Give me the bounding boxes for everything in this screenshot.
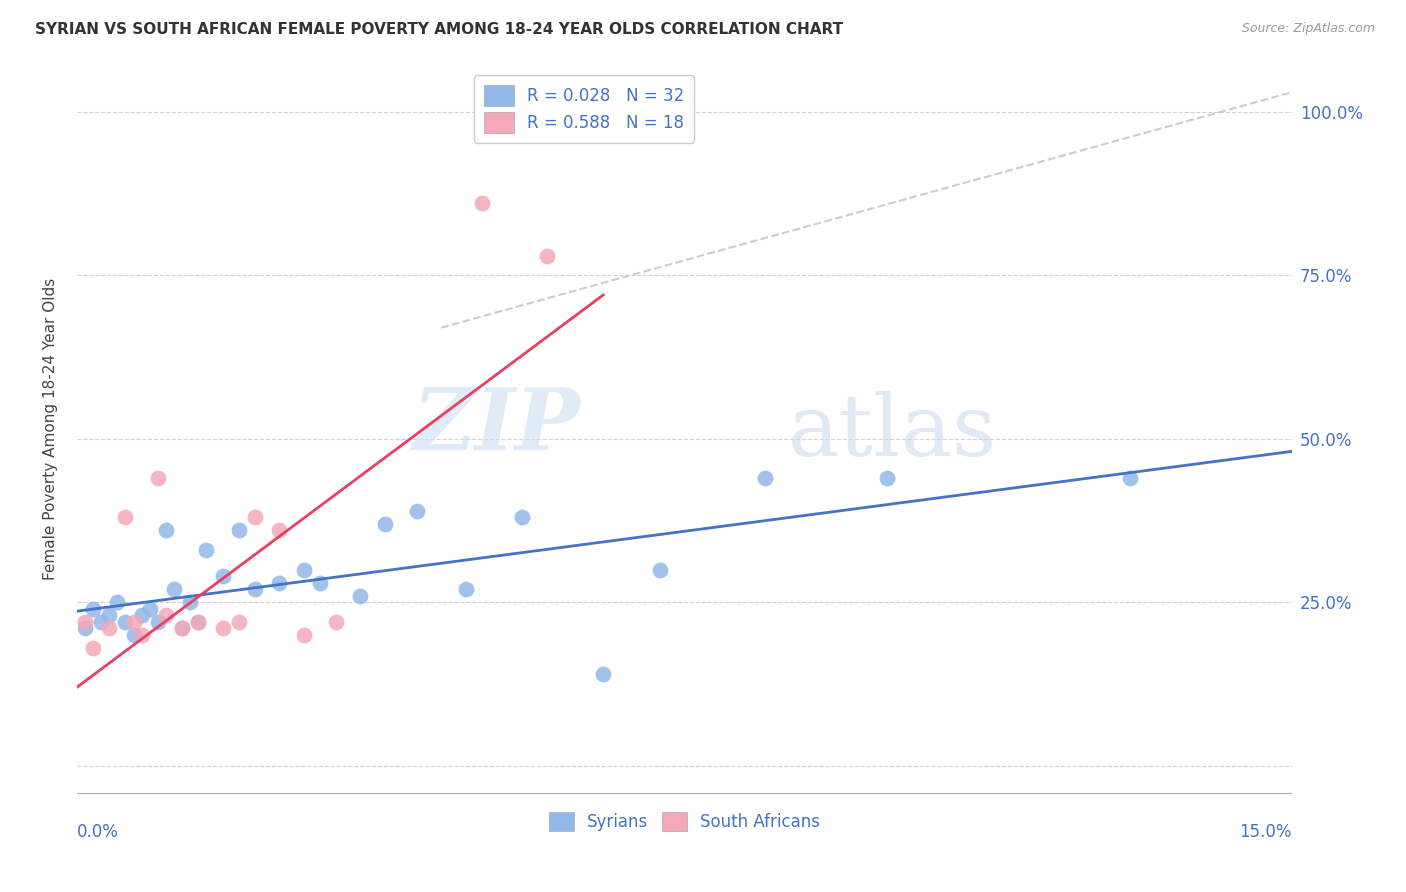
Text: 0.0%: 0.0% <box>77 823 118 841</box>
Point <box>592 667 614 681</box>
Point <box>876 471 898 485</box>
Point <box>349 589 371 603</box>
Point <box>155 524 177 538</box>
Point <box>122 628 145 642</box>
Point <box>325 615 347 629</box>
Point <box>454 582 477 597</box>
Text: ZIP: ZIP <box>413 384 581 467</box>
Point <box>228 615 250 629</box>
Point <box>292 628 315 642</box>
Point <box>536 249 558 263</box>
Point <box>243 510 266 524</box>
Point <box>73 615 96 629</box>
Point <box>131 608 153 623</box>
Point <box>139 602 162 616</box>
Point <box>82 641 104 656</box>
Point <box>269 524 291 538</box>
Point <box>1118 471 1140 485</box>
Text: 15.0%: 15.0% <box>1239 823 1292 841</box>
Point <box>292 563 315 577</box>
Point <box>211 569 233 583</box>
Text: SYRIAN VS SOUTH AFRICAN FEMALE POVERTY AMONG 18-24 YEAR OLDS CORRELATION CHART: SYRIAN VS SOUTH AFRICAN FEMALE POVERTY A… <box>35 22 844 37</box>
Text: Source: ZipAtlas.com: Source: ZipAtlas.com <box>1241 22 1375 36</box>
Point <box>114 615 136 629</box>
Point <box>131 628 153 642</box>
Text: atlas: atlas <box>787 391 997 475</box>
Point <box>374 516 396 531</box>
Point <box>172 622 194 636</box>
Point <box>228 524 250 538</box>
Point <box>471 196 494 211</box>
Point <box>73 622 96 636</box>
Point <box>195 543 218 558</box>
Point <box>754 471 776 485</box>
Point <box>163 582 186 597</box>
Point <box>122 615 145 629</box>
Point <box>406 504 429 518</box>
Point <box>211 622 233 636</box>
Point <box>179 595 201 609</box>
Legend: Syrians, South Africans: Syrians, South Africans <box>541 805 827 838</box>
Point <box>269 575 291 590</box>
Point <box>114 510 136 524</box>
Point <box>308 575 330 590</box>
Y-axis label: Female Poverty Among 18-24 Year Olds: Female Poverty Among 18-24 Year Olds <box>44 278 58 580</box>
Point <box>648 563 671 577</box>
Point <box>98 608 121 623</box>
Point <box>187 615 209 629</box>
Point <box>146 471 169 485</box>
Point <box>105 595 128 609</box>
Point <box>146 615 169 629</box>
Point <box>243 582 266 597</box>
Point <box>155 608 177 623</box>
Point <box>187 615 209 629</box>
Point <box>90 615 112 629</box>
Point <box>98 622 121 636</box>
Point <box>172 622 194 636</box>
Point <box>510 510 533 524</box>
Point <box>82 602 104 616</box>
